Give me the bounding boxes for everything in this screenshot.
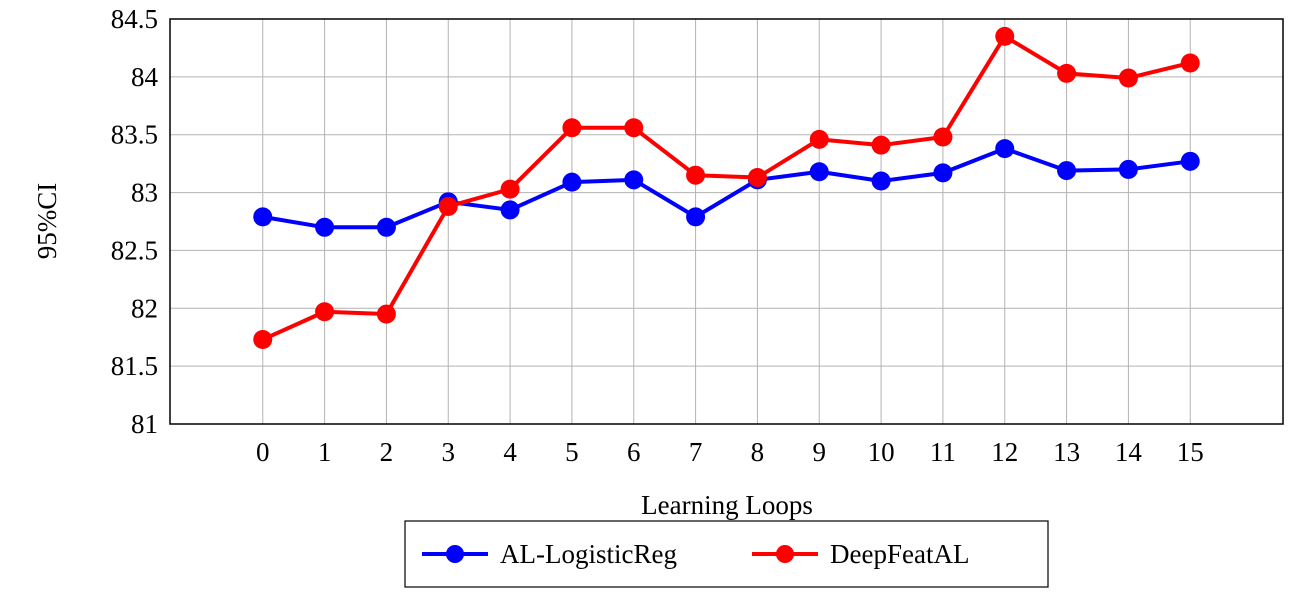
data-point-al-logisticreg — [1118, 159, 1138, 179]
y-tick-label: 84.5 — [111, 4, 158, 34]
x-tick-label: 12 — [991, 437, 1018, 467]
data-point-al-logisticreg — [809, 162, 829, 182]
data-point-deepfeatal — [624, 118, 644, 138]
data-point-deepfeatal — [1057, 63, 1077, 83]
data-point-deepfeatal — [253, 330, 273, 350]
x-tick-label: 7 — [689, 437, 703, 467]
legend-label-al-logisticreg: AL-LogisticReg — [500, 539, 677, 569]
x-tick-label: 8 — [751, 437, 765, 467]
data-point-al-logisticreg — [1057, 161, 1077, 181]
data-point-deepfeatal — [871, 135, 891, 155]
series-layer — [253, 26, 1200, 350]
legend-marker-al-logisticreg — [446, 545, 464, 563]
x-tick-label: 13 — [1053, 437, 1080, 467]
x-tick-label: 5 — [565, 437, 579, 467]
y-tick-label: 82 — [131, 293, 158, 323]
legend-box — [404, 520, 1049, 588]
data-point-deepfeatal — [438, 196, 458, 216]
data-point-deepfeatal — [747, 168, 767, 188]
y-axis-label: 95%CI — [32, 183, 62, 260]
series-line-deepfeatal — [261, 34, 1191, 342]
data-point-al-logisticreg — [624, 170, 644, 190]
data-point-al-logisticreg — [500, 200, 520, 220]
data-point-al-logisticreg — [253, 207, 273, 227]
data-point-deepfeatal — [686, 165, 706, 185]
data-point-al-logisticreg — [1180, 151, 1200, 171]
data-point-deepfeatal — [933, 127, 953, 147]
data-point-deepfeatal — [315, 302, 335, 322]
y-tick-label: 84 — [131, 62, 159, 92]
x-tick-label: 6 — [627, 437, 641, 467]
y-tick-label: 81.5 — [111, 351, 158, 381]
legend: AL-LogisticReg DeepFeatAL — [404, 520, 1049, 588]
y-tick-label: 83 — [131, 178, 158, 208]
data-point-al-logisticreg — [933, 163, 953, 183]
y-tick-label: 82.5 — [111, 235, 158, 265]
y-axis: 81 81.5 82 82.5 83 83.5 84 84.5 — [111, 4, 159, 439]
data-point-al-logisticreg — [315, 217, 335, 237]
data-point-deepfeatal — [376, 304, 396, 324]
x-tick-label: 1 — [318, 437, 332, 467]
data-point-al-logisticreg — [376, 217, 396, 237]
x-axis-label: Learning Loops — [641, 490, 813, 520]
legend-label-deepfeatal: DeepFeatAL — [830, 539, 969, 569]
y-tick-label: 81 — [131, 409, 158, 439]
data-point-deepfeatal — [562, 118, 582, 138]
data-point-al-logisticreg — [995, 139, 1015, 159]
x-tick-label: 9 — [813, 437, 827, 467]
x-tick-label: 14 — [1115, 437, 1143, 467]
data-point-deepfeatal — [809, 129, 829, 149]
data-point-al-logisticreg — [562, 172, 582, 192]
data-point-al-logisticreg — [871, 171, 891, 191]
data-point-deepfeatal — [1118, 68, 1138, 88]
data-point-al-logisticreg — [686, 207, 706, 227]
x-tick-label: 10 — [868, 437, 895, 467]
plot-frame — [169, 18, 1284, 425]
x-axis: 0 1 2 3 4 5 6 7 8 9 10 11 12 13 14 15 — [256, 437, 1204, 467]
x-tick-label: 0 — [256, 437, 270, 467]
x-tick-label: 4 — [503, 437, 517, 467]
series-line-al-logisticreg — [262, 146, 1191, 230]
grid — [170, 18, 1283, 425]
x-tick-label: 11 — [930, 437, 956, 467]
x-tick-label: 15 — [1177, 437, 1204, 467]
data-point-deepfeatal — [500, 179, 520, 199]
y-tick-label: 83.5 — [111, 120, 158, 150]
x-tick-label: 3 — [442, 437, 456, 467]
data-point-deepfeatal — [1180, 53, 1200, 73]
data-point-deepfeatal — [995, 26, 1015, 46]
x-tick-label: 2 — [380, 437, 394, 467]
legend-marker-deepfeatal — [776, 545, 794, 563]
